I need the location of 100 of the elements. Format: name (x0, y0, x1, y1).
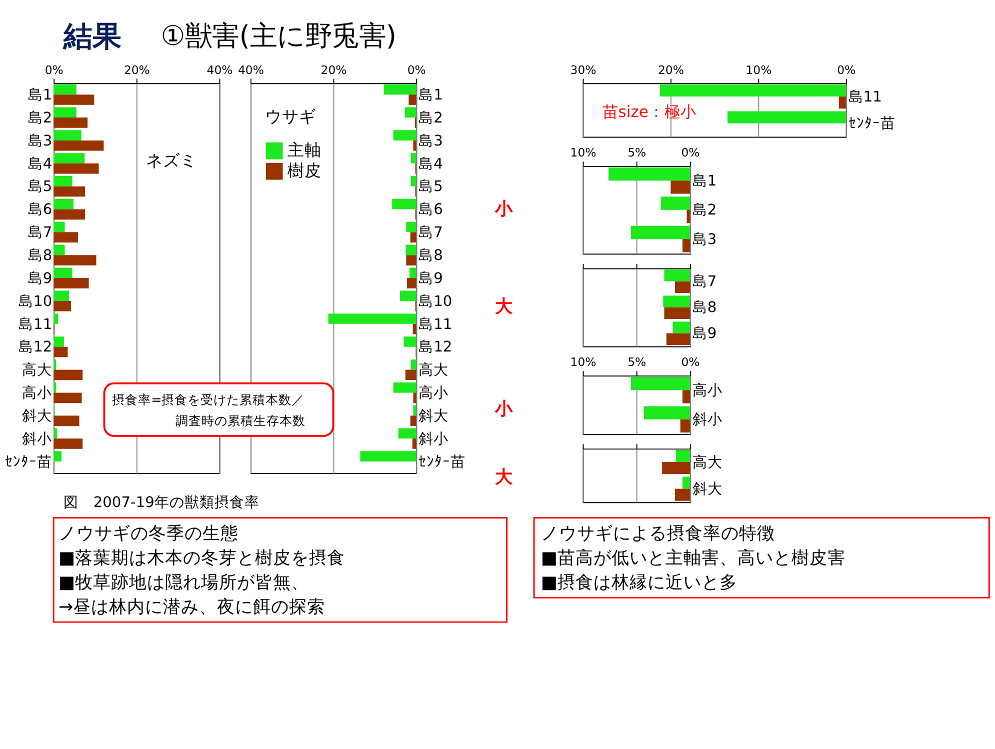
bar (682, 239, 690, 252)
legend-label: 樹皮 (287, 161, 322, 180)
y-tick-label: 高小 (418, 384, 449, 402)
y-tick-label: 島5 (28, 178, 52, 196)
bar (410, 176, 416, 186)
y-tick-label: 島4 (28, 155, 52, 172)
y-tick-label: 島11 (848, 88, 882, 106)
bar (608, 167, 690, 181)
bar (676, 450, 690, 462)
y-tick-label: 島10 (18, 292, 52, 310)
y-tick-label: 斜大 (22, 408, 52, 424)
x-tick-label: 20% (320, 62, 347, 77)
bar (54, 198, 74, 210)
y-tick-label: 島6 (418, 201, 443, 218)
bar (392, 198, 416, 210)
bar (660, 84, 846, 97)
bar (408, 94, 416, 105)
bar (54, 416, 80, 426)
y-tick-label: 島11 (18, 316, 52, 333)
bar (54, 94, 94, 105)
x-tick-label: 10% (570, 146, 596, 160)
bar (54, 314, 58, 324)
bar (54, 359, 56, 370)
y-tick-label: 島3 (28, 132, 52, 150)
annotation: 調査時の累積生存本数 (175, 413, 306, 428)
y-tick-label: 高大 (418, 362, 449, 379)
bar (54, 268, 72, 278)
bar (838, 96, 846, 109)
bar (664, 270, 690, 282)
caption: 図 2007-19年の獣類摂食率 (63, 494, 260, 512)
bar (54, 392, 82, 404)
bar (682, 476, 690, 489)
text: 小 (494, 398, 514, 420)
bar (410, 153, 416, 164)
text: ■牧草跡地は隠れ場所が皆無、 (58, 572, 310, 593)
y-tick-label: ｾﾝﾀｰ苗 (848, 115, 896, 132)
bar (54, 370, 83, 380)
y-tick-label: 高大 (22, 362, 52, 379)
text: 大 (494, 466, 514, 488)
bar (54, 438, 83, 449)
bar (54, 118, 88, 128)
y-tick-label: 島9 (418, 270, 443, 287)
y-tick-label: 島8 (28, 246, 52, 264)
x-tick-label: 5% (628, 146, 646, 160)
bar (54, 346, 68, 358)
x-tick-label: 20% (658, 62, 684, 77)
y-tick-label: 島8 (692, 299, 717, 316)
bar (54, 451, 62, 462)
y-tick-label: ｾﾝﾀｰ苗 (418, 453, 466, 470)
y-tick-label: 島8 (418, 246, 443, 264)
bar (54, 186, 86, 197)
bar (360, 451, 416, 462)
x-tick-label: 0% (837, 62, 856, 77)
bar (393, 130, 416, 140)
bar (54, 290, 69, 301)
bar (413, 392, 416, 404)
y-tick-label: 斜大 (418, 408, 449, 424)
bar (410, 268, 416, 278)
bar (410, 232, 416, 242)
bar (405, 370, 416, 380)
bar (663, 296, 690, 308)
y-tick-label: 高大 (692, 454, 722, 471)
legend-label: 主軸 (287, 140, 322, 160)
y-tick-label: 島3 (692, 230, 717, 248)
bar (670, 180, 690, 194)
x-tick-label: 0% (407, 62, 426, 77)
bar (54, 382, 56, 393)
bar (54, 244, 65, 256)
bar (412, 438, 416, 449)
y-tick-label: 島2 (692, 202, 717, 219)
bar (328, 314, 416, 324)
bar (406, 255, 416, 266)
annotation: 苗size：極小 (602, 103, 696, 122)
y-tick-label: 島7 (418, 224, 443, 242)
x-tick-label: 40% (206, 62, 233, 77)
bar (384, 84, 416, 95)
y-tick-label: 島12 (18, 338, 52, 356)
y-tick-label: 島1 (28, 86, 52, 104)
bar (54, 278, 89, 288)
x-tick-label: 30% (570, 62, 596, 77)
bar (54, 107, 76, 118)
bar (404, 107, 416, 118)
text: ノウサギの冬季の生態 (58, 524, 238, 544)
bar (674, 281, 690, 293)
text: ■摂食は林縁に近いと多 (540, 572, 738, 593)
bar (406, 244, 416, 256)
bar (662, 462, 690, 474)
bar (631, 226, 690, 240)
bar (410, 416, 416, 426)
bar (54, 222, 65, 232)
x-tick-label: 0% (681, 146, 700, 160)
bar (400, 290, 416, 301)
bar (727, 111, 846, 124)
y-tick-label: 島4 (418, 155, 443, 172)
x-tick-label: 10% (570, 355, 596, 370)
y-tick-label: 島12 (418, 338, 452, 356)
y-tick-label: 斜小 (418, 430, 449, 448)
y-tick-label: 斜大 (692, 480, 722, 498)
bar (644, 406, 690, 420)
y-tick-label: 島3 (418, 132, 443, 150)
